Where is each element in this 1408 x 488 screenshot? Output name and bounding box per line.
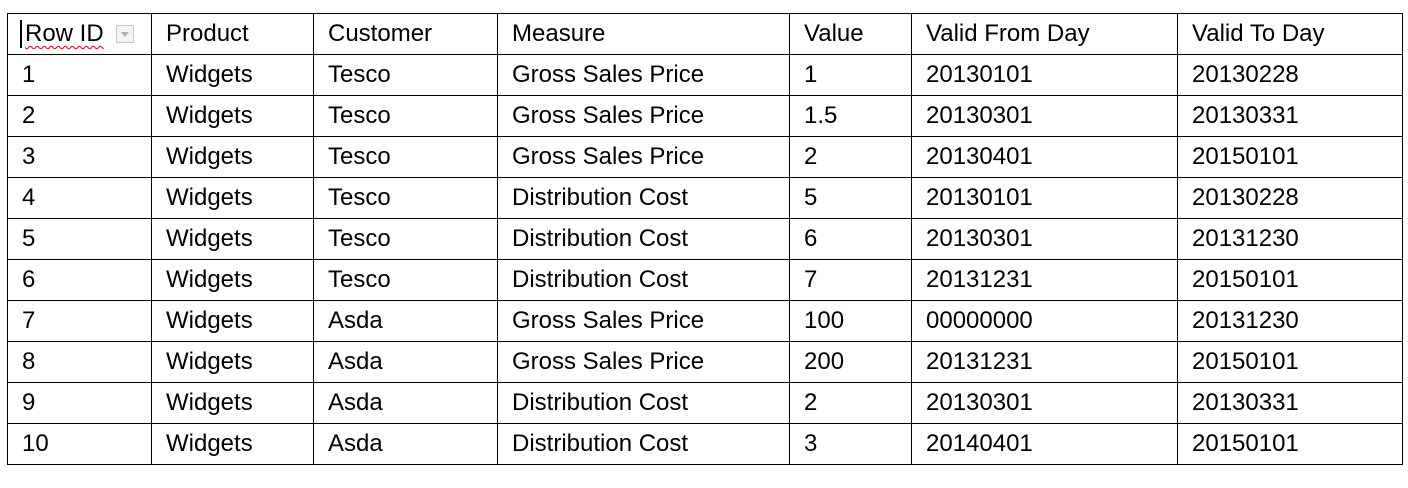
cell-valid-to-day[interactable]: 20130228 bbox=[1177, 177, 1403, 219]
cell-product[interactable]: Widgets bbox=[151, 54, 314, 96]
cell-value[interactable]: 3 bbox=[789, 423, 912, 465]
table-row: 6 Widgets Tesco Distribution Cost 7 2013… bbox=[7, 259, 1403, 301]
cell-product[interactable]: Widgets bbox=[151, 136, 314, 178]
header-customer[interactable]: Customer bbox=[313, 13, 498, 55]
cell-valid-to-day[interactable]: 20131230 bbox=[1177, 218, 1403, 260]
cell-valid-to-day[interactable]: 20150101 bbox=[1177, 423, 1403, 465]
cell-customer[interactable]: Asda bbox=[313, 300, 498, 342]
table-row: 5 Widgets Tesco Distribution Cost 6 2013… bbox=[7, 218, 1403, 260]
cell-row-id[interactable]: 3 bbox=[7, 136, 152, 178]
cell-valid-to-day[interactable]: 20150101 bbox=[1177, 259, 1403, 301]
cell-row-id[interactable]: 7 bbox=[7, 300, 152, 342]
cell-measure[interactable]: Distribution Cost bbox=[497, 423, 790, 465]
cell-valid-from-day[interactable]: 20130301 bbox=[911, 95, 1178, 137]
cell-row-id[interactable]: 10 bbox=[7, 423, 152, 465]
cell-value[interactable]: 1 bbox=[789, 54, 912, 96]
cell-customer[interactable]: Asda bbox=[313, 423, 498, 465]
cell-product[interactable]: Widgets bbox=[151, 259, 314, 301]
cell-value[interactable]: 2 bbox=[789, 382, 912, 424]
cell-measure[interactable]: Distribution Cost bbox=[497, 382, 790, 424]
cell-customer[interactable]: Tesco bbox=[313, 54, 498, 96]
cell-valid-from-day[interactable]: 20130301 bbox=[911, 382, 1178, 424]
cell-measure[interactable]: Gross Sales Price bbox=[497, 54, 790, 96]
cell-valid-from-day[interactable]: 20130101 bbox=[911, 54, 1178, 96]
cell-customer[interactable]: Tesco bbox=[313, 177, 498, 219]
cell-row-id[interactable]: 6 bbox=[7, 259, 152, 301]
table-row: 2 Widgets Tesco Gross Sales Price 1.5 20… bbox=[7, 95, 1403, 137]
cell-product[interactable]: Widgets bbox=[151, 341, 314, 383]
cell-customer[interactable]: Asda bbox=[313, 341, 498, 383]
cell-row-id[interactable]: 2 bbox=[7, 95, 152, 137]
cell-row-id[interactable]: 4 bbox=[7, 177, 152, 219]
text-cursor bbox=[20, 20, 22, 48]
cell-measure[interactable]: Gross Sales Price bbox=[497, 300, 790, 342]
header-product[interactable]: Product bbox=[151, 13, 314, 55]
header-value[interactable]: Value bbox=[789, 13, 912, 55]
cell-product[interactable]: Widgets bbox=[151, 218, 314, 260]
table-row: 9 Widgets Asda Distribution Cost 2 20130… bbox=[7, 382, 1403, 424]
cell-valid-to-day[interactable]: 20130331 bbox=[1177, 95, 1403, 137]
cell-valid-to-day[interactable]: 20130228 bbox=[1177, 54, 1403, 96]
cell-value[interactable]: 5 bbox=[789, 177, 912, 219]
header-valid-to-day[interactable]: Valid To Day bbox=[1177, 13, 1403, 55]
cell-valid-from-day[interactable]: 20130101 bbox=[911, 177, 1178, 219]
cell-measure[interactable]: Gross Sales Price bbox=[497, 341, 790, 383]
cell-customer[interactable]: Tesco bbox=[313, 218, 498, 260]
table-row: 4 Widgets Tesco Distribution Cost 5 2013… bbox=[7, 177, 1403, 219]
cell-value[interactable]: 1.5 bbox=[789, 95, 912, 137]
cell-product[interactable]: Widgets bbox=[151, 177, 314, 219]
cell-measure[interactable]: Distribution Cost bbox=[497, 259, 790, 301]
cell-product[interactable]: Widgets bbox=[151, 423, 314, 465]
cell-product[interactable]: Widgets bbox=[151, 300, 314, 342]
data-table: Row ID Product Customer Measure Value Va… bbox=[7, 13, 1403, 465]
cell-value[interactable]: 100 bbox=[789, 300, 912, 342]
cell-measure[interactable]: Gross Sales Price bbox=[497, 95, 790, 137]
cell-value[interactable]: 200 bbox=[789, 341, 912, 383]
cell-valid-to-day[interactable]: 20150101 bbox=[1177, 136, 1403, 178]
filter-dropdown-icon[interactable] bbox=[115, 25, 134, 43]
cell-valid-from-day[interactable]: 20140401 bbox=[911, 423, 1178, 465]
cell-measure[interactable]: Gross Sales Price bbox=[497, 136, 790, 178]
cell-value[interactable]: 2 bbox=[789, 136, 912, 178]
header-row-id[interactable]: Row ID bbox=[7, 13, 152, 55]
header-row-id-label: Row ID bbox=[25, 20, 104, 47]
cell-valid-from-day[interactable]: 00000000 bbox=[911, 300, 1178, 342]
cell-measure[interactable]: Distribution Cost bbox=[497, 218, 790, 260]
cell-product[interactable]: Widgets bbox=[151, 382, 314, 424]
cell-valid-from-day[interactable]: 20130401 bbox=[911, 136, 1178, 178]
table-row: 10 Widgets Asda Distribution Cost 3 2014… bbox=[7, 423, 1403, 465]
header-measure[interactable]: Measure bbox=[497, 13, 790, 55]
cell-value[interactable]: 6 bbox=[789, 218, 912, 260]
cell-valid-from-day[interactable]: 20130301 bbox=[911, 218, 1178, 260]
cell-product[interactable]: Widgets bbox=[151, 95, 314, 137]
cell-measure[interactable]: Distribution Cost bbox=[497, 177, 790, 219]
cell-valid-to-day[interactable]: 20150101 bbox=[1177, 341, 1403, 383]
cell-value[interactable]: 7 bbox=[789, 259, 912, 301]
table-row: 7 Widgets Asda Gross Sales Price 100 000… bbox=[7, 300, 1403, 342]
header-valid-from-day[interactable]: Valid From Day bbox=[911, 13, 1178, 55]
table-row: 8 Widgets Asda Gross Sales Price 200 201… bbox=[7, 341, 1403, 383]
cell-valid-from-day[interactable]: 20131231 bbox=[911, 341, 1178, 383]
cell-valid-to-day[interactable]: 20131230 bbox=[1177, 300, 1403, 342]
table-row: 1 Widgets Tesco Gross Sales Price 1 2013… bbox=[7, 54, 1403, 96]
cell-customer[interactable]: Tesco bbox=[313, 95, 498, 137]
cell-row-id[interactable]: 8 bbox=[7, 341, 152, 383]
cell-customer[interactable]: Tesco bbox=[313, 259, 498, 301]
table-row: 3 Widgets Tesco Gross Sales Price 2 2013… bbox=[7, 136, 1403, 178]
cell-customer[interactable]: Tesco bbox=[313, 136, 498, 178]
cell-row-id[interactable]: 5 bbox=[7, 218, 152, 260]
cell-valid-from-day[interactable]: 20131231 bbox=[911, 259, 1178, 301]
header-row: Row ID Product Customer Measure Value Va… bbox=[7, 13, 1403, 55]
cell-row-id[interactable]: 9 bbox=[7, 382, 152, 424]
cell-row-id[interactable]: 1 bbox=[7, 54, 152, 96]
cell-valid-to-day[interactable]: 20130331 bbox=[1177, 382, 1403, 424]
cell-customer[interactable]: Asda bbox=[313, 382, 498, 424]
